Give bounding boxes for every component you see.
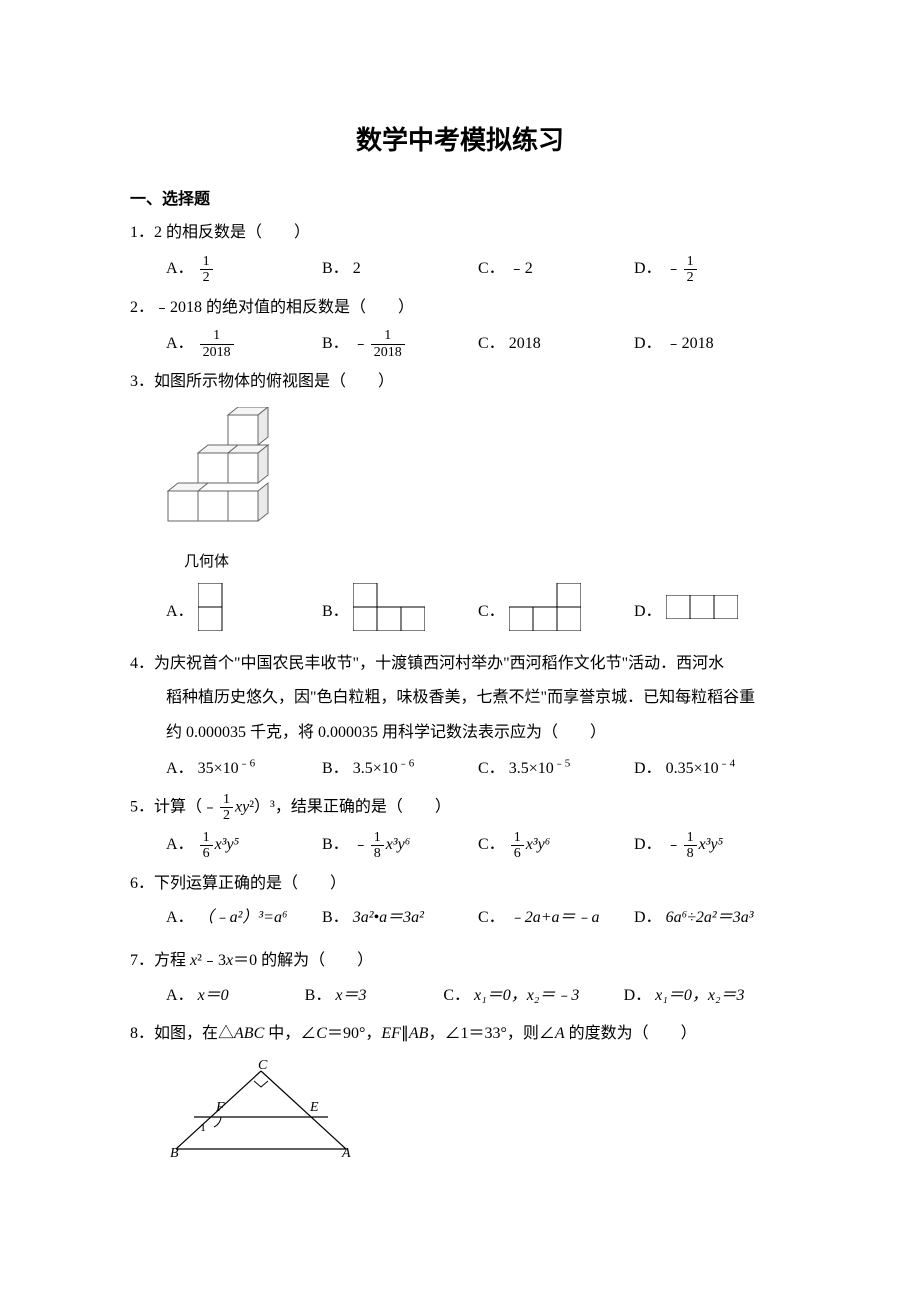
- option-a: A． 35×10﹣6: [166, 755, 322, 784]
- option-d: D．: [634, 595, 790, 630]
- options-row: A． 16 x³y⁵ B． ﹣18 x³y⁶ C． 16 x³y⁶ D． ﹣18…: [130, 830, 790, 862]
- option-a: A．: [166, 583, 322, 642]
- option-c: C． 2018: [478, 330, 634, 359]
- options-row: A． 12 B． 2 C． ﹣2 D． ﹣12: [130, 254, 790, 286]
- question-line: 稻种植历史悠久，因"色白粒粗，味极香美，七煮不烂"而享誉京城．已知每粒稻谷重: [130, 684, 790, 713]
- option-c: C． 3.5×10﹣5: [478, 755, 634, 784]
- fraction: 12: [220, 792, 233, 824]
- fraction: 18: [684, 830, 697, 862]
- fraction: 16: [511, 830, 524, 862]
- question-text: 3．如图所示物体的俯视图是（ ）: [130, 368, 790, 397]
- option-b: B． x＝3: [305, 982, 444, 1011]
- fraction: 12018: [200, 328, 234, 360]
- options-grid: A． （﹣a²）³=a⁶ B． 3a²•a＝3a² C． ﹣2a+a＝﹣a D．…: [130, 904, 790, 939]
- options-row: A． 12018 B． ﹣12018 C． 2018 D． ﹣2018: [130, 328, 790, 360]
- option-a: A． 12018: [166, 328, 322, 360]
- question-text: 1．2 的相反数是（ ）: [130, 219, 790, 248]
- question-text: 5．计算（﹣12xyxy²）³，结果正确的是（ ）²）³，结果正确的是（ ）: [130, 792, 790, 824]
- option-d: D． ﹣18 x³y⁵: [634, 830, 790, 862]
- question-6: 6．下列运算正确的是（ ） A． （﹣a²）³=a⁶ B． 3a²•a＝3a² …: [130, 870, 790, 940]
- option-b: B． ﹣12018: [322, 328, 478, 360]
- option-d: D． x₁＝0，x₂＝3: [624, 982, 790, 1011]
- question-line: 约 0.000035 千克，将 0.000035 用科学记数法表示应为（ ）: [130, 719, 790, 748]
- question-text: 8．如图，在△ABC 中，∠C＝90°，EF∥AB，∠1＝33°，则∠A 的度数…: [130, 1020, 790, 1049]
- option-d: D． ﹣12: [634, 254, 790, 286]
- option-c: C． ﹣2a+a＝﹣a: [478, 904, 634, 933]
- option-a: A． 16 x³y⁵: [166, 830, 322, 862]
- fraction: 12: [200, 254, 213, 286]
- option-b: B． 3a²•a＝3a²: [322, 904, 478, 933]
- question-text: 7．方程 x²﹣3x＝0 的解为（ ）: [130, 947, 790, 976]
- label-e: E: [309, 1100, 319, 1115]
- question-2: 2．﹣2018 的绝对值的相反数是（ ） A． 12018 B． ﹣12018 …: [130, 294, 790, 361]
- fraction: 16: [200, 830, 213, 862]
- fraction: 12018: [371, 328, 405, 360]
- question-3: 3．如图所示物体的俯视图是（ ） 几何体 A．: [130, 368, 790, 641]
- grid-b-icon: [353, 583, 425, 642]
- options-row: A． x＝0 B． x＝3 C． x₁＝0，x₂＝﹣3 D． x₁＝0，x₂＝3: [130, 982, 790, 1012]
- option-a: A． x＝0: [166, 982, 305, 1011]
- triangle-figure: B A C F E 1: [130, 1059, 790, 1170]
- grid-a-icon: [198, 583, 246, 642]
- figure-label: 几何体: [184, 548, 790, 575]
- question-text: 6．下列运算正确的是（ ）: [130, 870, 790, 899]
- question-text: 2．﹣2018 的绝对值的相反数是（ ）: [130, 294, 790, 323]
- label-c: C: [258, 1059, 268, 1073]
- option-c: C． 16 x³y⁶: [478, 830, 634, 862]
- label-a: A: [341, 1146, 351, 1159]
- grid-d-icon: [666, 595, 738, 630]
- question-text: 4．为庆祝首个"中国农民丰收节"，十渡镇西河村举办"西河稻作文化节"活动．西河水: [130, 650, 790, 679]
- page-title: 数学中考模拟练习: [130, 120, 790, 157]
- question-7: 7．方程 x²﹣3x＝0 的解为（ ） A． x＝0 B． x＝3 C． x₁＝…: [130, 947, 790, 1012]
- options-row: A． B． C． D．: [130, 583, 790, 642]
- fraction: 12: [684, 254, 697, 286]
- option-a: A． 12: [166, 254, 322, 286]
- fraction: 18: [371, 830, 384, 862]
- option-c: C．: [478, 583, 634, 642]
- question-1: 1．2 的相反数是（ ） A． 12 B． 2 C． ﹣2 D． ﹣12: [130, 219, 790, 286]
- question-4: 4．为庆祝首个"中国农民丰收节"，十渡镇西河村举办"西河稻作文化节"活动．西河水…: [130, 650, 790, 784]
- section-header: 一、选择题: [130, 185, 790, 209]
- question-5: 5．计算（﹣12xyxy²）³，结果正确的是（ ）²）³，结果正确的是（ ） A…: [130, 792, 790, 862]
- option-d: D． ﹣2018: [634, 330, 790, 359]
- label-b: B: [170, 1146, 179, 1159]
- option-c: C． ﹣2: [478, 255, 634, 284]
- label-angle-1: 1: [200, 1120, 206, 1134]
- label-f: F: [215, 1100, 225, 1115]
- grid-c-icon: [509, 583, 581, 642]
- option-d: D． 0.35×10﹣4: [634, 755, 790, 784]
- option-b: B．: [322, 583, 478, 642]
- cube-figure: 几何体: [130, 407, 790, 575]
- option-b: B． 2: [322, 255, 478, 284]
- option-c: C． x₁＝0，x₂＝﹣3: [443, 982, 623, 1011]
- option-b: B． 3.5×10﹣6: [322, 755, 478, 784]
- option-b: B． ﹣18 x³y⁶: [322, 830, 478, 862]
- options-row: A． 35×10﹣6 B． 3.5×10﹣6 C． 3.5×10﹣5 D． 0.…: [130, 754, 790, 784]
- option-d: D． 6a⁶÷2a²＝3a³: [634, 904, 790, 933]
- question-8: 8．如图，在△ABC 中，∠C＝90°，EF∥AB，∠1＝33°，则∠A 的度数…: [130, 1020, 790, 1170]
- option-a: A． （﹣a²）³=a⁶: [166, 904, 322, 933]
